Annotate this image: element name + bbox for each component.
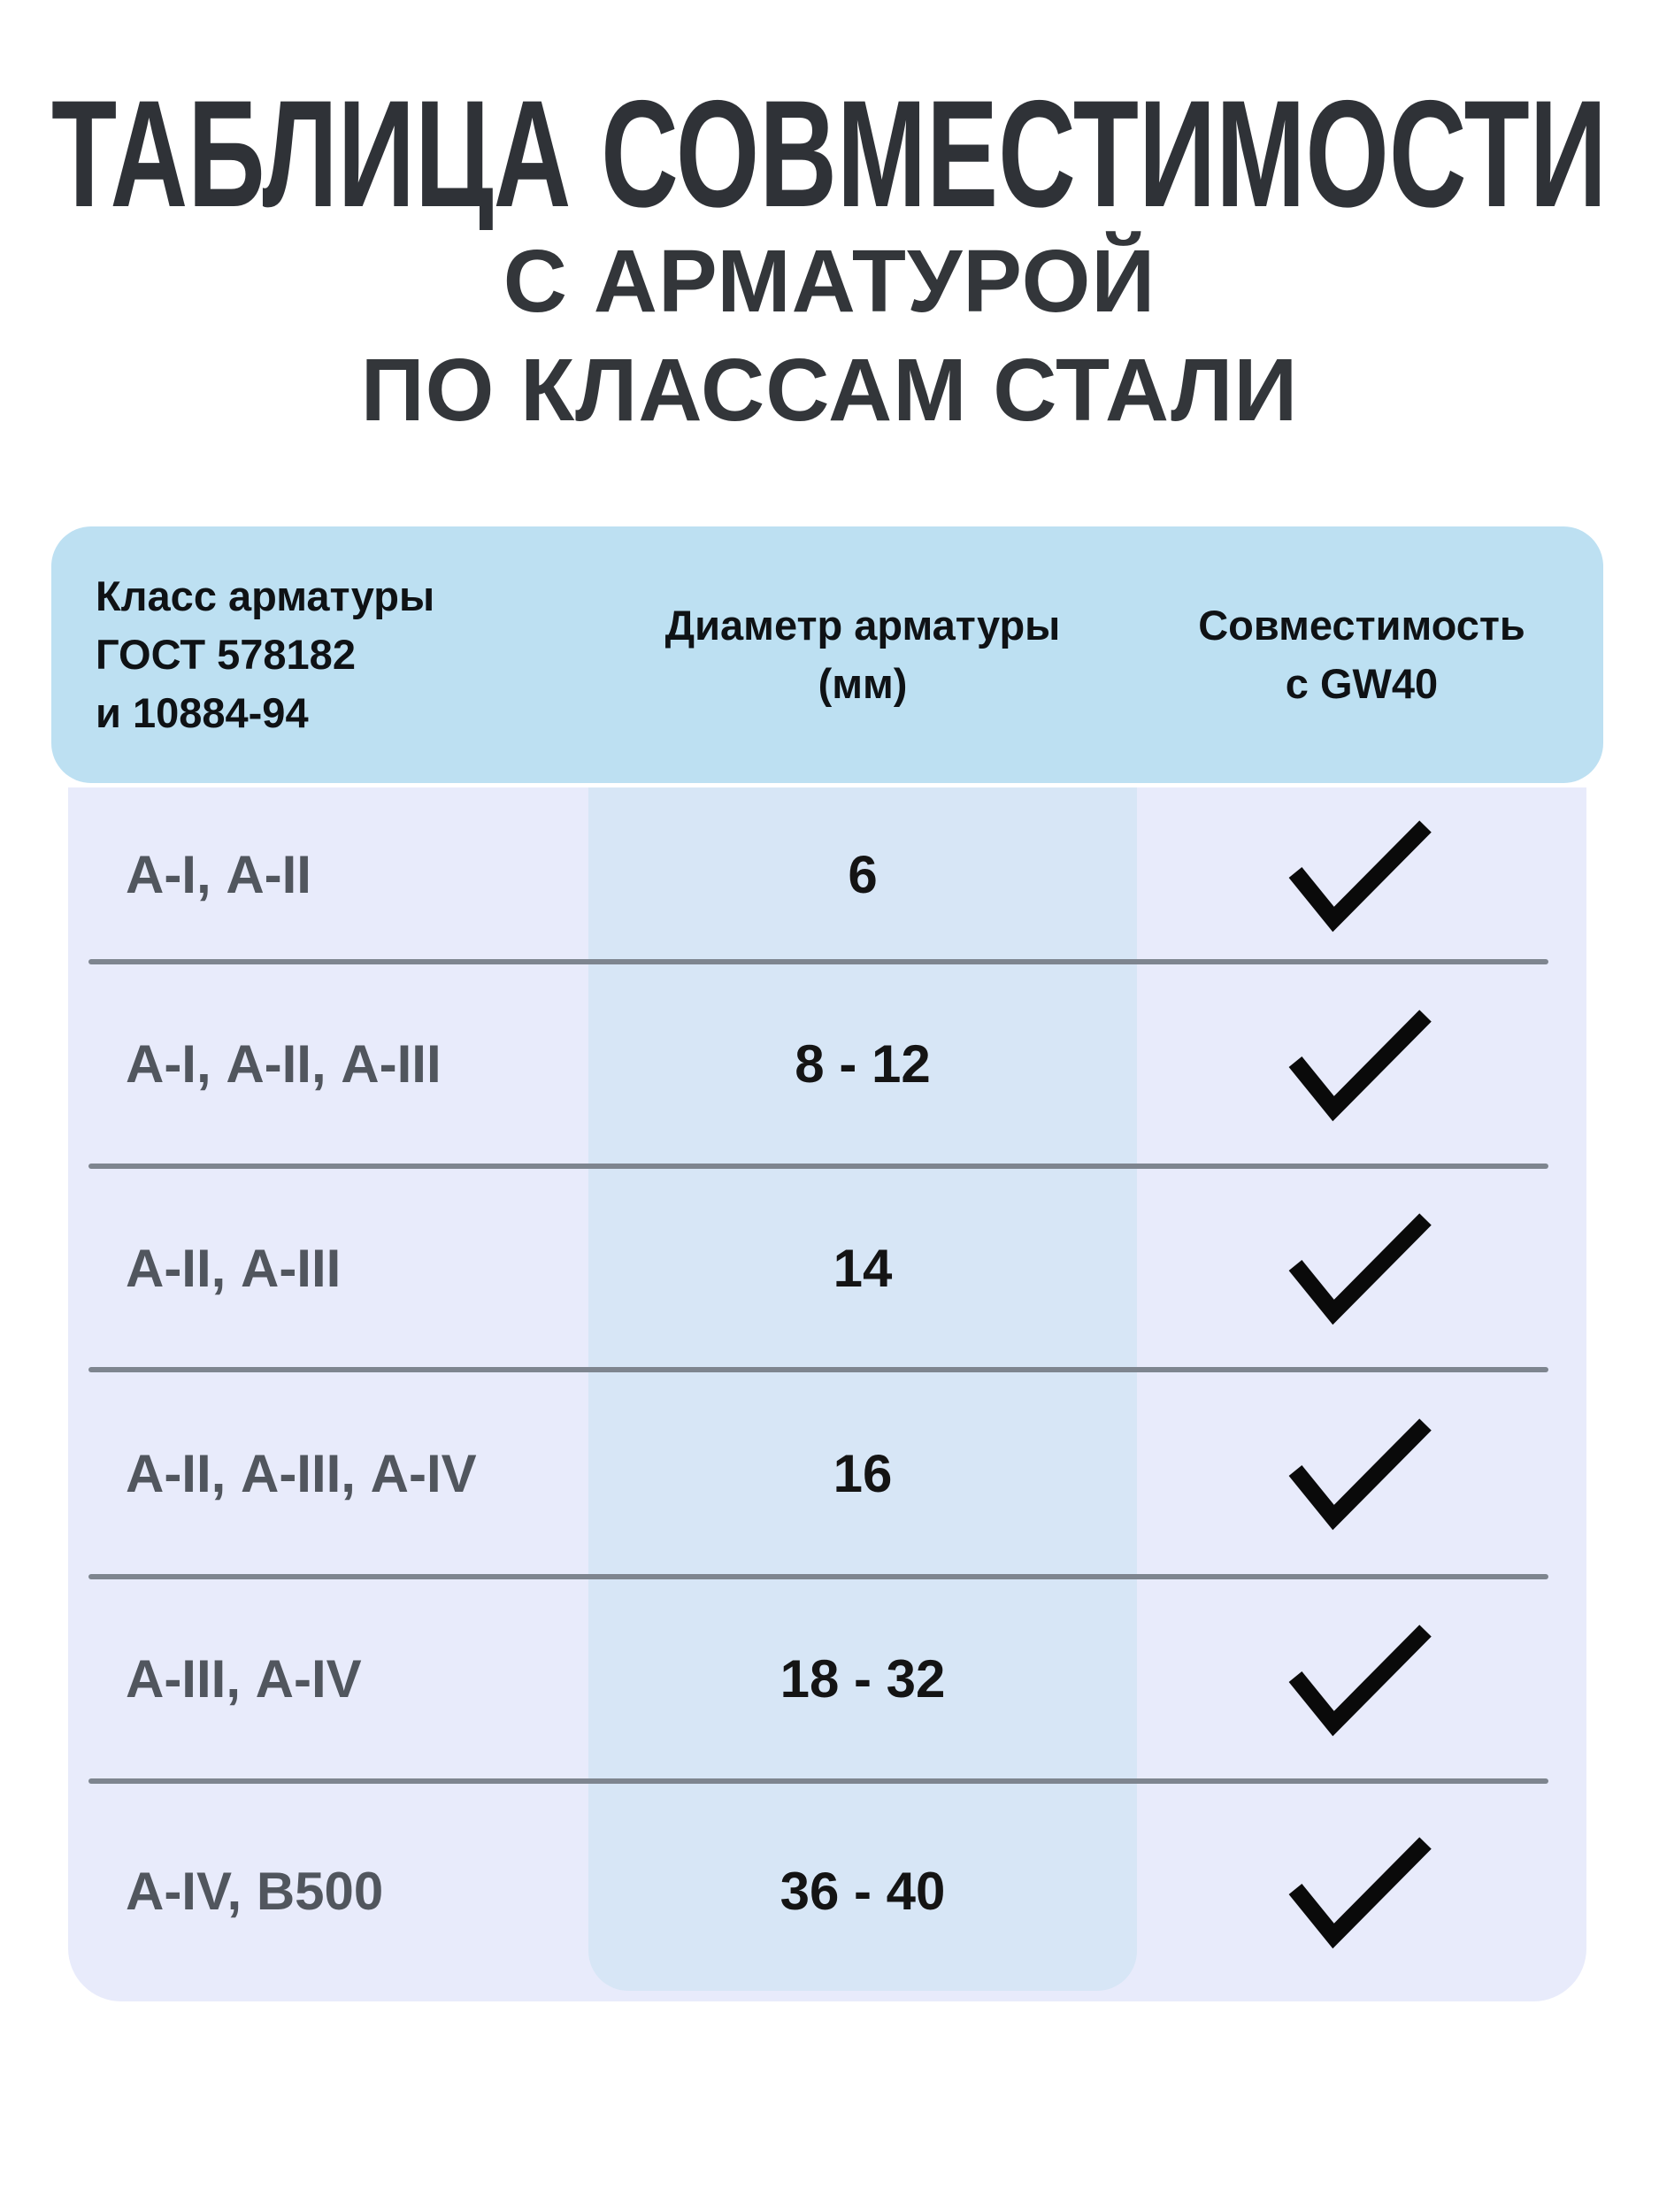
steel-class-cell: А-II, А-III [126, 1166, 586, 1370]
compatibility-cell [1137, 1166, 1586, 1370]
checkmark-icon [1288, 1009, 1432, 1121]
column-header-compatibility: Совместимость с GW40 [1198, 602, 1525, 707]
checkmark-icon [1288, 1836, 1432, 1948]
diameter-value: 8 - 12 [795, 1034, 931, 1094]
table-header: Класс арматуры ГОСТ 578182 и 10884-94 Ди… [51, 526, 1603, 783]
column-header-steel-class: Класс арматуры ГОСТ 578182 и 10884-94 [96, 572, 435, 736]
row-separator [88, 1164, 1548, 1169]
steel-class-value: А-I, А-II, А-III [126, 1034, 442, 1094]
steel-class-cell: А-I, А-II [126, 787, 586, 962]
diameter-cell: 36 - 40 [588, 1781, 1137, 2001]
steel-class-value: А-I, А-II [126, 845, 311, 904]
table-body: А-I, А-II 6 А-I, А-II, А-III 8 - 12 [68, 787, 1586, 2001]
steel-class-cell: А-II, А-III, А-IV [126, 1370, 586, 1577]
checkmark-icon [1288, 1213, 1432, 1325]
steel-class-cell: А-III, А-IV [126, 1577, 586, 1781]
subtitle-line-2: ПО КЛАССАМ СТАЛИ [360, 341, 1299, 440]
diameter-value: 36 - 40 [780, 1862, 946, 1921]
compatibility-cell [1137, 787, 1586, 962]
steel-class-value: А-IV, В500 [126, 1862, 384, 1921]
row-separator [88, 1778, 1548, 1784]
diameter-cell: 8 - 12 [588, 962, 1137, 1166]
diameter-column-band [588, 787, 1137, 1991]
table-row: А-IV, В500 36 - 40 [68, 1781, 1586, 2001]
table-row: А-I, А-II, А-III 8 - 12 [68, 962, 1586, 1166]
table-row: А-III, А-IV 18 - 32 [68, 1577, 1586, 1781]
diameter-cell: 18 - 32 [588, 1577, 1137, 1781]
steel-class-cell: А-IV, В500 [126, 1781, 586, 2001]
diameter-cell: 16 [588, 1370, 1137, 1577]
steel-class-cell: А-I, А-II, А-III [126, 962, 586, 1166]
compatibility-cell [1137, 1370, 1586, 1577]
diameter-value: 6 [848, 845, 878, 904]
steel-class-value: А-II, А-III, А-IV [126, 1443, 477, 1503]
steel-class-value: А-II, А-III [126, 1238, 342, 1298]
steel-class-value: А-III, А-IV [126, 1649, 362, 1709]
page-title-text: ТАБЛИЦА СОВМЕСТИМОСТИ [51, 69, 1607, 230]
checkmark-icon [1288, 1624, 1432, 1736]
diameter-value: 18 - 32 [780, 1649, 946, 1709]
diameter-value: 14 [833, 1238, 893, 1298]
page-title: ТАБЛИЦА СОВМЕСТИМОСТИ [51, 69, 1607, 230]
table-row: А-II, А-III, А-IV 16 [68, 1370, 1586, 1577]
diameter-cell: 14 [588, 1166, 1137, 1370]
compatibility-cell [1137, 962, 1586, 1166]
compatibility-cell [1137, 1781, 1586, 2001]
table-row: А-I, А-II 6 [68, 787, 1586, 962]
checkmark-icon [1288, 819, 1432, 932]
row-separator [88, 1574, 1548, 1579]
subtitle-line-1: С АРМАТУРОЙ [503, 232, 1156, 331]
row-separator [88, 959, 1548, 964]
diameter-value: 16 [833, 1443, 893, 1503]
table-row: А-II, А-III 14 [68, 1166, 1586, 1370]
compatibility-cell [1137, 1577, 1586, 1781]
checkmark-icon [1288, 1418, 1432, 1531]
diameter-cell: 6 [588, 787, 1137, 962]
column-header-diameter: Диаметр арматуры (мм) [664, 602, 1061, 707]
row-separator [88, 1367, 1548, 1372]
